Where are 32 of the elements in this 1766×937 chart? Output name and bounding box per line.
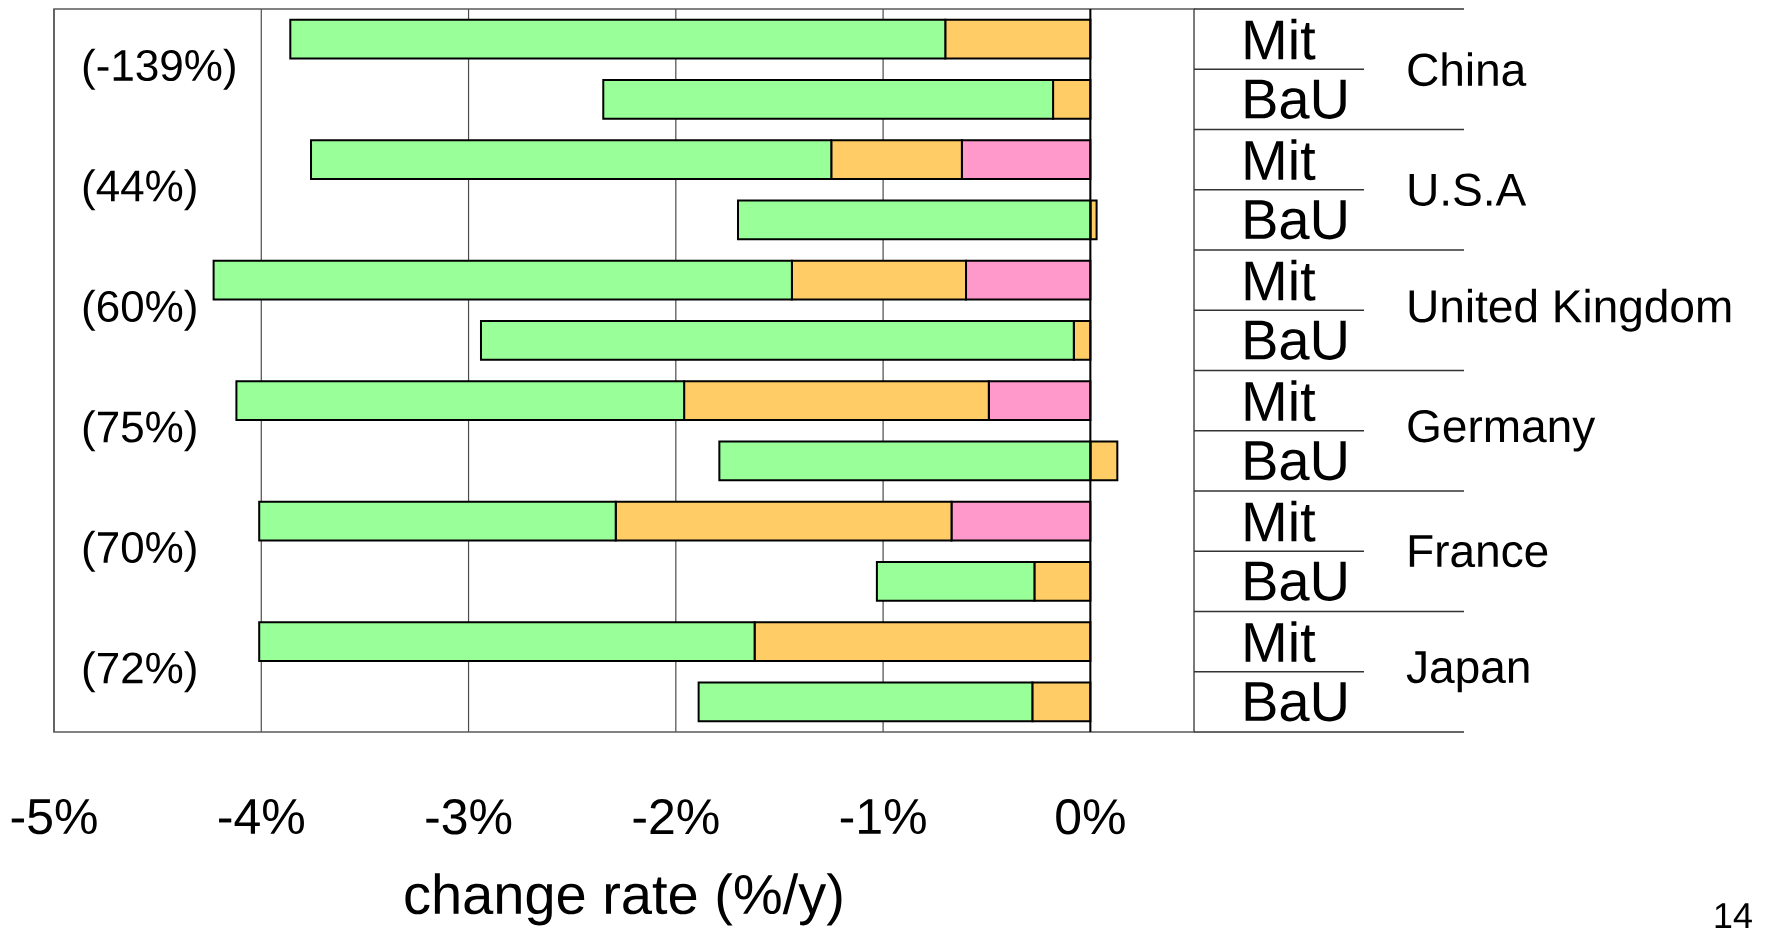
x-tick-label: -2% bbox=[633, 799, 719, 835]
text: Japan bbox=[1406, 651, 1529, 693]
annotation: (-139%) bbox=[83, 48, 235, 90]
x-tick-label: 0% bbox=[1056, 799, 1125, 835]
x-tick-label: -1% bbox=[840, 799, 926, 835]
annotation: (70%) bbox=[83, 530, 196, 572]
y-tick-label: BaU bbox=[1245, 441, 1346, 481]
text: 14 bbox=[1715, 903, 1752, 928]
y-tick-label: Mit bbox=[1245, 259, 1316, 301]
x-tick-label: -5% bbox=[11, 799, 97, 835]
annotation: (44%) bbox=[83, 169, 196, 211]
text: China bbox=[1408, 52, 1527, 87]
y-tick-label: Mit bbox=[1245, 500, 1316, 542]
y-tick-label: BaU bbox=[1245, 320, 1346, 360]
text: United Kingdom bbox=[1409, 288, 1731, 332]
y-tick-label: BaU bbox=[1245, 79, 1346, 119]
y-tick-label: BaU bbox=[1245, 682, 1346, 722]
x-axis-title: change rate (%/y) bbox=[405, 873, 842, 926]
y-tick-label: BaU bbox=[1245, 561, 1346, 601]
annotation: (72%) bbox=[83, 651, 196, 693]
y-tick-label: Mit bbox=[1245, 139, 1316, 181]
text: Germany bbox=[1408, 409, 1596, 452]
text: France bbox=[1409, 535, 1548, 568]
y-tick-label: Mit bbox=[1245, 621, 1316, 663]
annotation: (60%) bbox=[83, 289, 196, 331]
annotation: (75%) bbox=[83, 410, 196, 452]
x-tick-label: -4% bbox=[219, 799, 304, 835]
y-tick-label: Mit bbox=[1245, 380, 1316, 422]
y-tick-label: Mit bbox=[1245, 18, 1316, 60]
y-tick-label: BaU bbox=[1245, 200, 1346, 240]
text: U.S.A bbox=[1409, 173, 1527, 207]
x-tick-label: -3% bbox=[426, 799, 512, 835]
